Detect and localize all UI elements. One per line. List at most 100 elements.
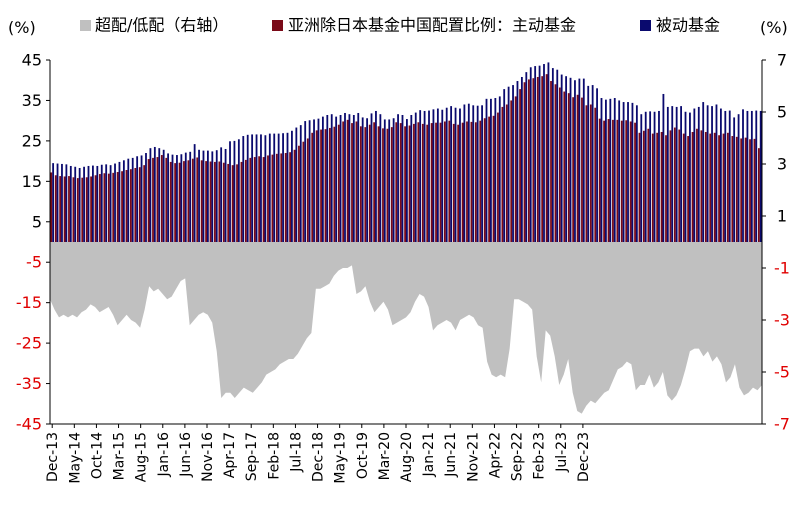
active-fund-bar <box>244 159 247 242</box>
active-fund-bar <box>727 132 729 242</box>
active-fund-bar <box>121 171 123 242</box>
left-axis-tick-label: -25 <box>16 334 42 353</box>
passive-fund-bar <box>653 111 656 243</box>
passive-fund-bar <box>308 120 311 242</box>
passive-fund-bar <box>330 114 333 242</box>
active-fund-bar <box>744 137 747 242</box>
active-fund-bar <box>665 135 667 242</box>
passive-fund-bar <box>348 114 351 242</box>
active-fund-bar <box>731 136 734 242</box>
active-fund-bar <box>417 122 420 242</box>
active-fund-bar <box>351 123 353 242</box>
x-axis-tick-label: Apr-17 <box>222 432 238 478</box>
x-axis-tick-label: Dec-13 <box>45 432 61 482</box>
x-axis-tick-label: Feb-18 <box>266 432 282 480</box>
active-fund-bar <box>519 89 521 243</box>
passive-fund-bar <box>543 64 545 242</box>
legend-swatch-overweight <box>80 20 91 31</box>
passive-fund-bar <box>92 165 94 242</box>
active-fund-bar <box>355 121 358 242</box>
active-fund-bar <box>669 130 672 242</box>
passive-fund-bar <box>410 115 413 242</box>
active-fund-bar <box>404 126 406 242</box>
active-fund-bar <box>178 162 181 242</box>
active-fund-bar <box>130 169 132 242</box>
left-axis-tick-label: -45 <box>16 415 42 434</box>
active-fund-bar <box>700 130 703 242</box>
passive-fund-bar <box>578 78 581 242</box>
passive-fund-bar <box>153 146 156 242</box>
left-axis-tick-label: 45 <box>22 51 42 70</box>
passive-fund-bar <box>605 99 607 242</box>
active-fund-bar <box>333 126 336 242</box>
active-fund-bar <box>492 115 495 242</box>
x-axis-tick-label: Oct-19 <box>355 432 371 479</box>
right-axis-tick-label: -1 <box>774 259 790 278</box>
passive-fund-bar <box>65 164 68 242</box>
active-fund-bar <box>483 118 486 242</box>
active-fund-bar <box>735 136 738 242</box>
passive-fund-bar <box>260 134 262 242</box>
x-axis-tick-label: Apr-22 <box>487 432 503 478</box>
active-fund-bar <box>448 120 451 242</box>
passive-fund-bar <box>613 98 616 243</box>
passive-fund-bar <box>684 111 687 243</box>
passive-fund-bar <box>158 148 161 242</box>
passive-fund-bar <box>644 111 647 243</box>
left-axis-tick-label: 15 <box>22 172 42 191</box>
passive-fund-bar <box>313 119 315 242</box>
passive-fund-bar <box>149 148 152 242</box>
active-fund-bar <box>68 176 70 242</box>
active-fund-bar <box>682 133 685 242</box>
active-fund-bar <box>421 123 424 242</box>
passive-fund-bar <box>255 134 258 242</box>
passive-fund-bar <box>131 157 134 242</box>
passive-fund-bar <box>516 81 519 242</box>
passive-fund-bar <box>419 110 422 243</box>
passive-fund-bar <box>109 165 112 242</box>
active-fund-bar <box>222 162 225 242</box>
active-fund-bar <box>616 119 619 242</box>
passive-fund-bar <box>361 117 364 242</box>
passive-fund-bar <box>503 89 506 243</box>
passive-fund-bar <box>335 116 338 242</box>
active-fund-bar <box>523 82 526 243</box>
x-axis-tick-label: Jul-18 <box>288 432 304 473</box>
active-fund-bar <box>280 153 283 242</box>
active-fund-bar <box>567 93 570 242</box>
passive-fund-bar <box>733 117 736 242</box>
active-fund-bar <box>603 120 605 242</box>
active-fund-bar <box>85 177 88 242</box>
passive-fund-bar <box>291 130 293 242</box>
x-axis-tick-label: May-14 <box>67 432 83 484</box>
active-fund-bar <box>439 122 442 242</box>
active-fund-bar <box>461 122 464 242</box>
passive-fund-bar <box>206 150 209 242</box>
active-fund-bar <box>337 124 340 242</box>
active-fund-bar <box>753 138 756 242</box>
passive-fund-bar <box>746 110 749 243</box>
passive-fund-bar <box>525 72 528 242</box>
passive-fund-bar <box>728 110 731 242</box>
passive-fund-bar <box>114 163 116 242</box>
overweight-area-layer <box>50 242 762 414</box>
passive-fund-bar <box>56 163 59 242</box>
active-fund-bar <box>169 161 172 242</box>
passive-fund-bar <box>211 151 214 242</box>
x-axis-tick-label: May-19 <box>333 432 349 484</box>
active-fund-bar <box>452 123 455 242</box>
passive-fund-bar <box>556 69 559 243</box>
passive-fund-bar <box>755 110 758 242</box>
overweight-area <box>50 242 762 414</box>
passive-fund-bar <box>671 106 674 242</box>
passive-fund-bar <box>397 114 399 242</box>
passive-fund-bar <box>627 102 629 242</box>
passive-fund-bar <box>295 127 298 242</box>
passive-fund-bar <box>450 106 453 242</box>
left-axis-unit-label: (%) <box>8 18 36 37</box>
passive-fund-bar <box>551 68 554 242</box>
passive-fund-bar <box>87 165 90 242</box>
passive-fund-bar <box>538 65 541 242</box>
active-fund-bar <box>395 122 398 242</box>
legend-item-passive-fund: 被动基金 <box>640 16 720 35</box>
